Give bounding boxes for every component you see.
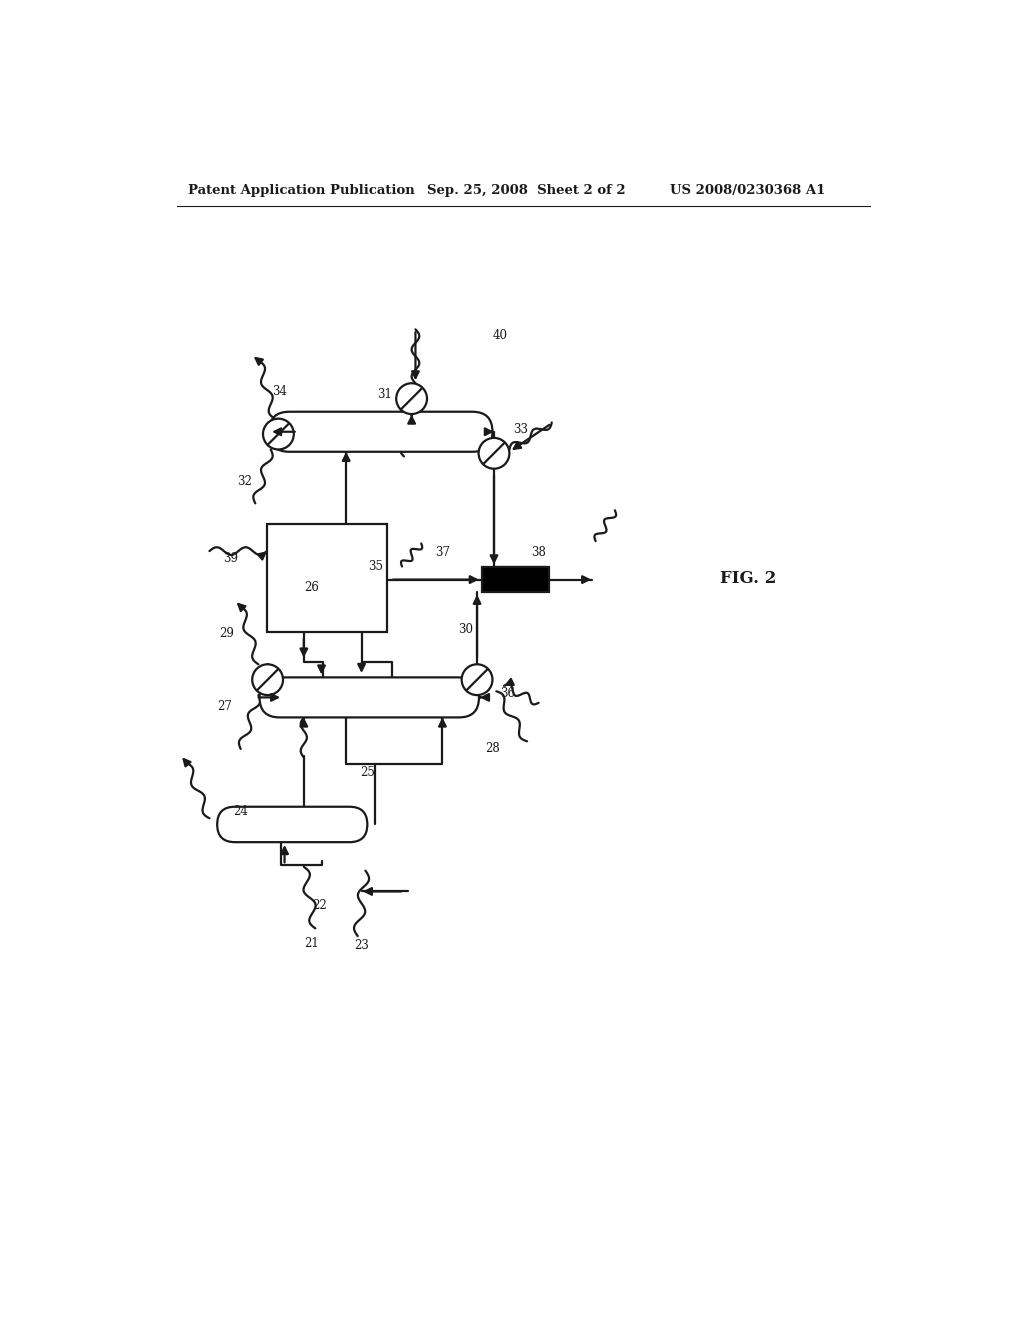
Circle shape <box>263 418 294 450</box>
Bar <box>267 524 387 632</box>
Text: 34: 34 <box>271 385 287 399</box>
Text: Patent Application Publication: Patent Application Publication <box>188 185 415 197</box>
Circle shape <box>462 664 493 696</box>
Text: 33: 33 <box>513 422 527 436</box>
Text: 25: 25 <box>360 767 375 779</box>
Text: 26: 26 <box>304 581 318 594</box>
Text: 31: 31 <box>377 388 392 401</box>
Text: Sep. 25, 2008  Sheet 2 of 2: Sep. 25, 2008 Sheet 2 of 2 <box>427 185 626 197</box>
Circle shape <box>396 383 427 414</box>
Text: 39: 39 <box>223 552 239 565</box>
Text: 32: 32 <box>238 475 252 488</box>
Text: 21: 21 <box>304 937 318 950</box>
Text: 22: 22 <box>312 899 327 912</box>
Text: 38: 38 <box>531 546 546 560</box>
Text: 23: 23 <box>354 939 369 952</box>
Bar <box>481 568 550 591</box>
Text: 40: 40 <box>493 329 508 342</box>
Circle shape <box>252 664 283 696</box>
Text: FIG. 2: FIG. 2 <box>720 569 776 586</box>
FancyBboxPatch shape <box>259 677 479 718</box>
Text: 28: 28 <box>485 742 500 755</box>
Text: US 2008/0230368 A1: US 2008/0230368 A1 <box>670 185 825 197</box>
Text: 37: 37 <box>435 546 450 560</box>
Text: 24: 24 <box>233 805 248 818</box>
FancyBboxPatch shape <box>269 412 493 451</box>
Text: 36: 36 <box>501 686 515 700</box>
Text: 30: 30 <box>458 623 473 636</box>
FancyBboxPatch shape <box>217 807 368 842</box>
Text: 27: 27 <box>217 700 232 713</box>
Circle shape <box>478 438 509 469</box>
Text: 35: 35 <box>368 560 383 573</box>
Text: 29: 29 <box>219 627 234 640</box>
